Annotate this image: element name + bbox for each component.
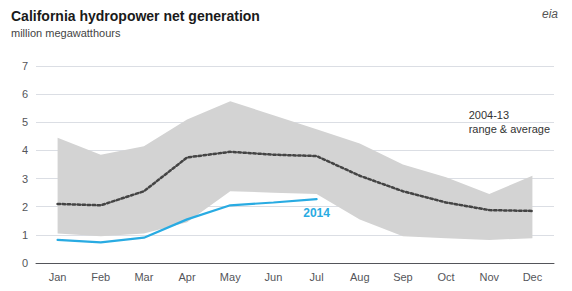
svg-text:Dec: Dec <box>523 271 543 283</box>
svg-text:eia: eia <box>542 7 558 21</box>
svg-text:4: 4 <box>22 144 28 156</box>
svg-text:Feb: Feb <box>91 271 110 283</box>
svg-text:Jul: Jul <box>310 271 324 283</box>
svg-text:Jun: Jun <box>265 271 283 283</box>
svg-text:Sep: Sep <box>393 271 413 283</box>
svg-text:Oct: Oct <box>438 271 455 283</box>
svg-text:7: 7 <box>22 60 28 72</box>
svg-text:1: 1 <box>22 229 28 241</box>
svg-text:Apr: Apr <box>179 271 196 283</box>
svg-text:6: 6 <box>22 88 28 100</box>
svg-text:2004-13: 2004-13 <box>469 109 509 121</box>
svg-text:Mar: Mar <box>134 271 153 283</box>
svg-text:0: 0 <box>22 257 28 269</box>
svg-text:3: 3 <box>22 173 28 185</box>
svg-text:Aug: Aug <box>350 271 370 283</box>
svg-text:million megawatthours: million megawatthours <box>11 27 121 39</box>
svg-text:Nov: Nov <box>479 271 499 283</box>
svg-text:California hydropower net gene: California hydropower net generation <box>11 8 260 24</box>
svg-text:5: 5 <box>22 116 28 128</box>
svg-text:range & average: range & average <box>469 123 550 135</box>
svg-text:2: 2 <box>22 201 28 213</box>
svg-text:May: May <box>220 271 241 283</box>
svg-text:Jan: Jan <box>49 271 67 283</box>
svg-text:2014: 2014 <box>303 206 330 220</box>
